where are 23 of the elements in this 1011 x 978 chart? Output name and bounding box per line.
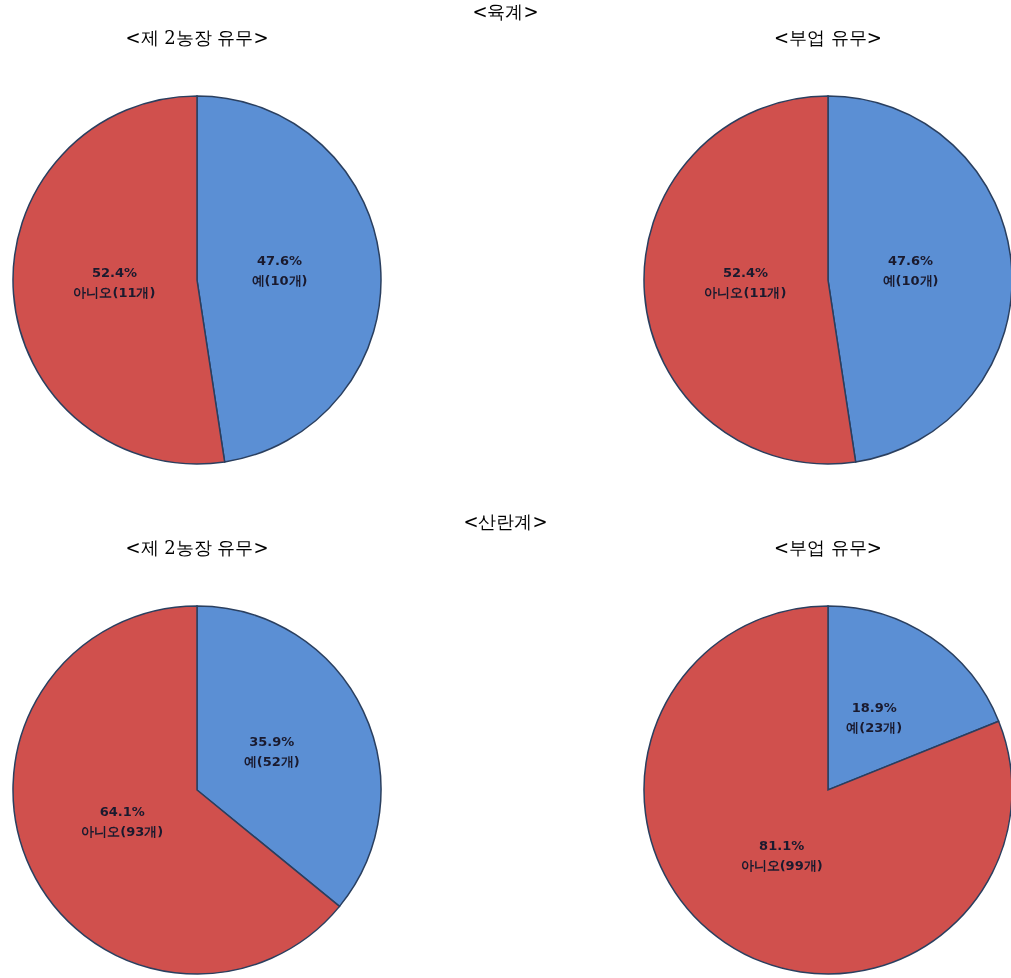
slice-label: 예(52개): [243, 753, 300, 769]
slice-label: 예(10개): [882, 272, 939, 288]
text: <산란계>: [463, 511, 548, 532]
data-label: 35.9%: [249, 733, 295, 749]
text: <육계>: [472, 1, 539, 22]
data-label: 52.4%: [722, 265, 768, 281]
chart-title: <부업 유무>: [774, 537, 882, 558]
pie-slice: [643, 605, 1011, 975]
data-label: 64.1%: [99, 804, 145, 820]
slice-label: 아니오(11개): [73, 285, 156, 301]
chart-title: <제 2농장 유무>: [125, 27, 269, 48]
chart-title: <제 2농장 유무>: [125, 537, 269, 558]
data-label: 47.6%: [888, 252, 934, 268]
slice-label: 아니오(99개): [740, 857, 823, 873]
slice-label: 아니오(93개): [81, 824, 164, 840]
data-label: 81.1%: [759, 837, 805, 853]
data-label: 18.9%: [851, 700, 897, 716]
data-label: 47.6%: [257, 252, 303, 268]
chart-title: <부업 유무>: [774, 27, 882, 48]
slice-label: 예(23개): [846, 720, 903, 736]
slice-label: 예(10개): [251, 272, 308, 288]
slice-label: 아니오(11개): [704, 285, 787, 301]
data-label: 52.4%: [91, 265, 137, 281]
